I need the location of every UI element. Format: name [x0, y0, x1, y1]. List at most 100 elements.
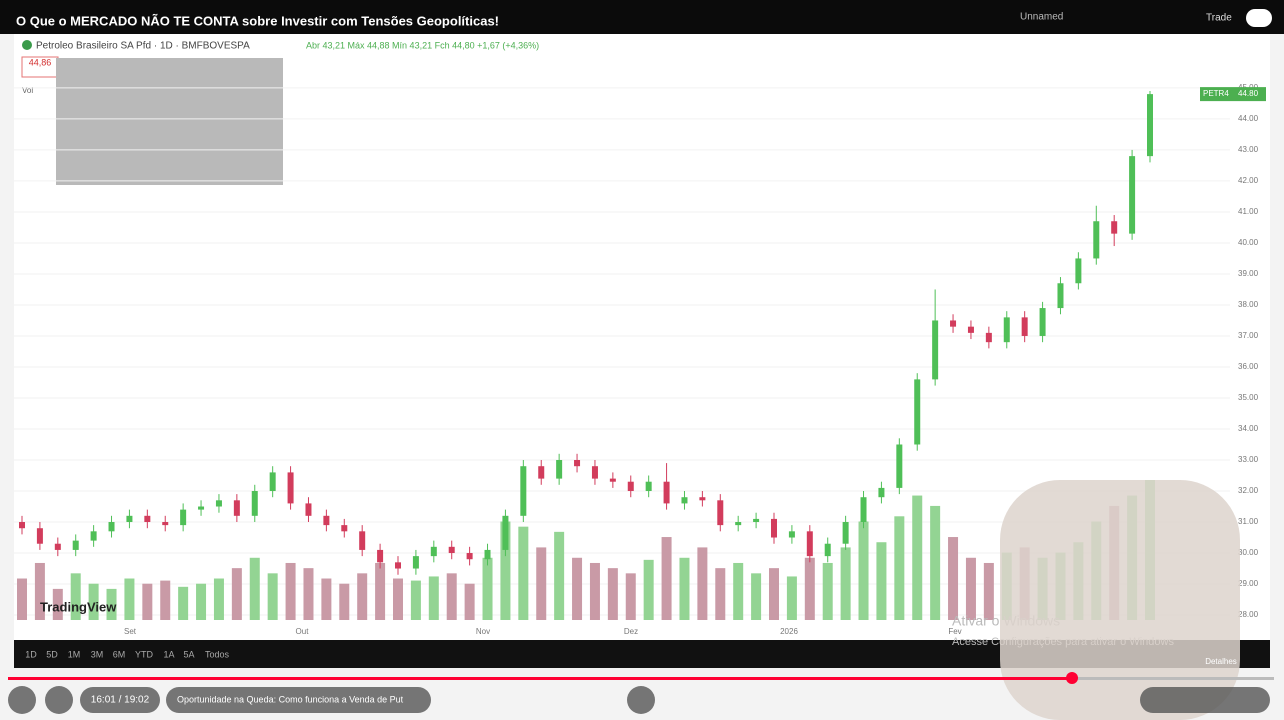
y-tick-label: 35.00 [1238, 393, 1259, 402]
timeframe-button[interactable]: 1M [68, 649, 81, 659]
timeframe-button[interactable]: 5D [46, 649, 58, 659]
volume-bar [267, 573, 278, 620]
candle-body [591, 466, 598, 479]
volume-bar [88, 583, 99, 620]
candle-body [932, 320, 939, 380]
candle-body [233, 500, 240, 516]
candle-body [896, 444, 903, 488]
candle-body [180, 509, 187, 526]
candle-body [144, 515, 151, 523]
chapter-pill[interactable] [166, 687, 431, 713]
volume-bar [554, 531, 565, 620]
trade-button[interactable]: Trade [1206, 13, 1232, 24]
candle-body [287, 472, 294, 504]
details-button[interactable]: Detalhes [1205, 657, 1237, 666]
candle-body [1057, 283, 1064, 309]
volume-bar [643, 559, 654, 620]
candle-body [54, 543, 61, 550]
volume-bar [160, 580, 171, 620]
webcam-overlay [56, 58, 283, 185]
candle-body [753, 518, 760, 523]
volume-bar [500, 521, 511, 620]
progress-handle[interactable] [1066, 672, 1078, 684]
timeframe-button[interactable]: 5A [183, 649, 194, 659]
candle-body [788, 531, 795, 538]
timeframe-button[interactable]: 1A [163, 649, 174, 659]
y-tick-label: 39.00 [1238, 269, 1259, 278]
volume-bar [357, 573, 368, 620]
volume-bar [428, 576, 439, 620]
y-tick-label: 29.00 [1238, 579, 1259, 588]
volume-bar [518, 526, 529, 620]
y-tick-label: 41.00 [1238, 207, 1259, 216]
volume-bar [607, 568, 618, 620]
last-price-symbol: PETR4 [1203, 89, 1229, 98]
candle-body [126, 515, 133, 523]
volume-bar [213, 578, 224, 620]
candle-body [681, 497, 688, 504]
price-badge: 44,86 [29, 57, 52, 67]
volume-bar [339, 583, 350, 620]
y-tick-label: 33.00 [1238, 455, 1259, 464]
candle-body [448, 546, 455, 554]
volume-bar [894, 516, 905, 620]
volume-bar [876, 542, 887, 620]
candle-body [878, 487, 885, 498]
timeframe-button[interactable]: Todos [205, 649, 230, 659]
layout-name[interactable]: Unnamed [1020, 12, 1063, 23]
volume-bar [715, 568, 726, 620]
candle-body [466, 553, 473, 560]
y-tick-label: 43.00 [1238, 145, 1259, 154]
candle-body [395, 562, 401, 569]
candle-body [359, 531, 366, 550]
y-tick-label: 36.00 [1238, 362, 1259, 371]
volume-bar [321, 578, 332, 620]
volume-bar [572, 557, 583, 620]
candle-body [842, 522, 849, 544]
volume-bar [375, 562, 386, 620]
candle-body [90, 531, 97, 541]
volume-button[interactable] [45, 686, 73, 714]
candle-body [430, 546, 437, 557]
volume-bar [231, 568, 242, 620]
timeframe-button[interactable]: YTD [135, 649, 154, 659]
volume-bar [34, 562, 45, 620]
expand-button[interactable] [627, 686, 655, 714]
volume-bar [536, 547, 547, 620]
timeframe-button[interactable]: 1D [25, 649, 37, 659]
chapter[interactable]: Oportunidade na Queda: Como funciona a V… [177, 694, 404, 704]
volume-bar [70, 573, 81, 620]
volume-bar [804, 557, 815, 620]
video-title: O Que o MERCADO NÃO TE CONTA sobre Inves… [16, 13, 499, 28]
y-tick-label: 44.00 [1238, 114, 1259, 123]
publish-button[interactable] [1246, 9, 1272, 27]
volume-bar [178, 586, 189, 620]
volume-label: Vol [22, 86, 33, 95]
y-tick-label: 40.00 [1238, 238, 1259, 247]
x-tick-label: Set [124, 627, 137, 636]
candle-body [645, 481, 652, 492]
timeframe-button[interactable]: 3M [91, 649, 104, 659]
candle-body [860, 497, 867, 523]
candle-body [1093, 221, 1100, 259]
volume-bar [142, 583, 153, 620]
x-tick-label: 2026 [780, 627, 798, 636]
pause-button[interactable] [8, 686, 36, 714]
timeframe-button[interactable]: 6M [113, 649, 126, 659]
volume-bar [822, 562, 833, 620]
candle-body [19, 522, 25, 529]
player-controls-right[interactable] [1140, 687, 1270, 713]
volume-bar [751, 573, 762, 620]
candle-body [663, 481, 670, 504]
volume-bar [733, 562, 744, 620]
volume-bar [858, 521, 869, 620]
volume-bar [482, 557, 493, 620]
volume-bar [840, 547, 851, 620]
candle-body [412, 556, 419, 569]
volume-bar [285, 562, 296, 620]
volume-bar [446, 573, 457, 620]
candle-body [735, 522, 742, 526]
candle-body [771, 518, 777, 538]
x-tick-label: Nov [476, 627, 490, 636]
time-pill [80, 687, 160, 713]
